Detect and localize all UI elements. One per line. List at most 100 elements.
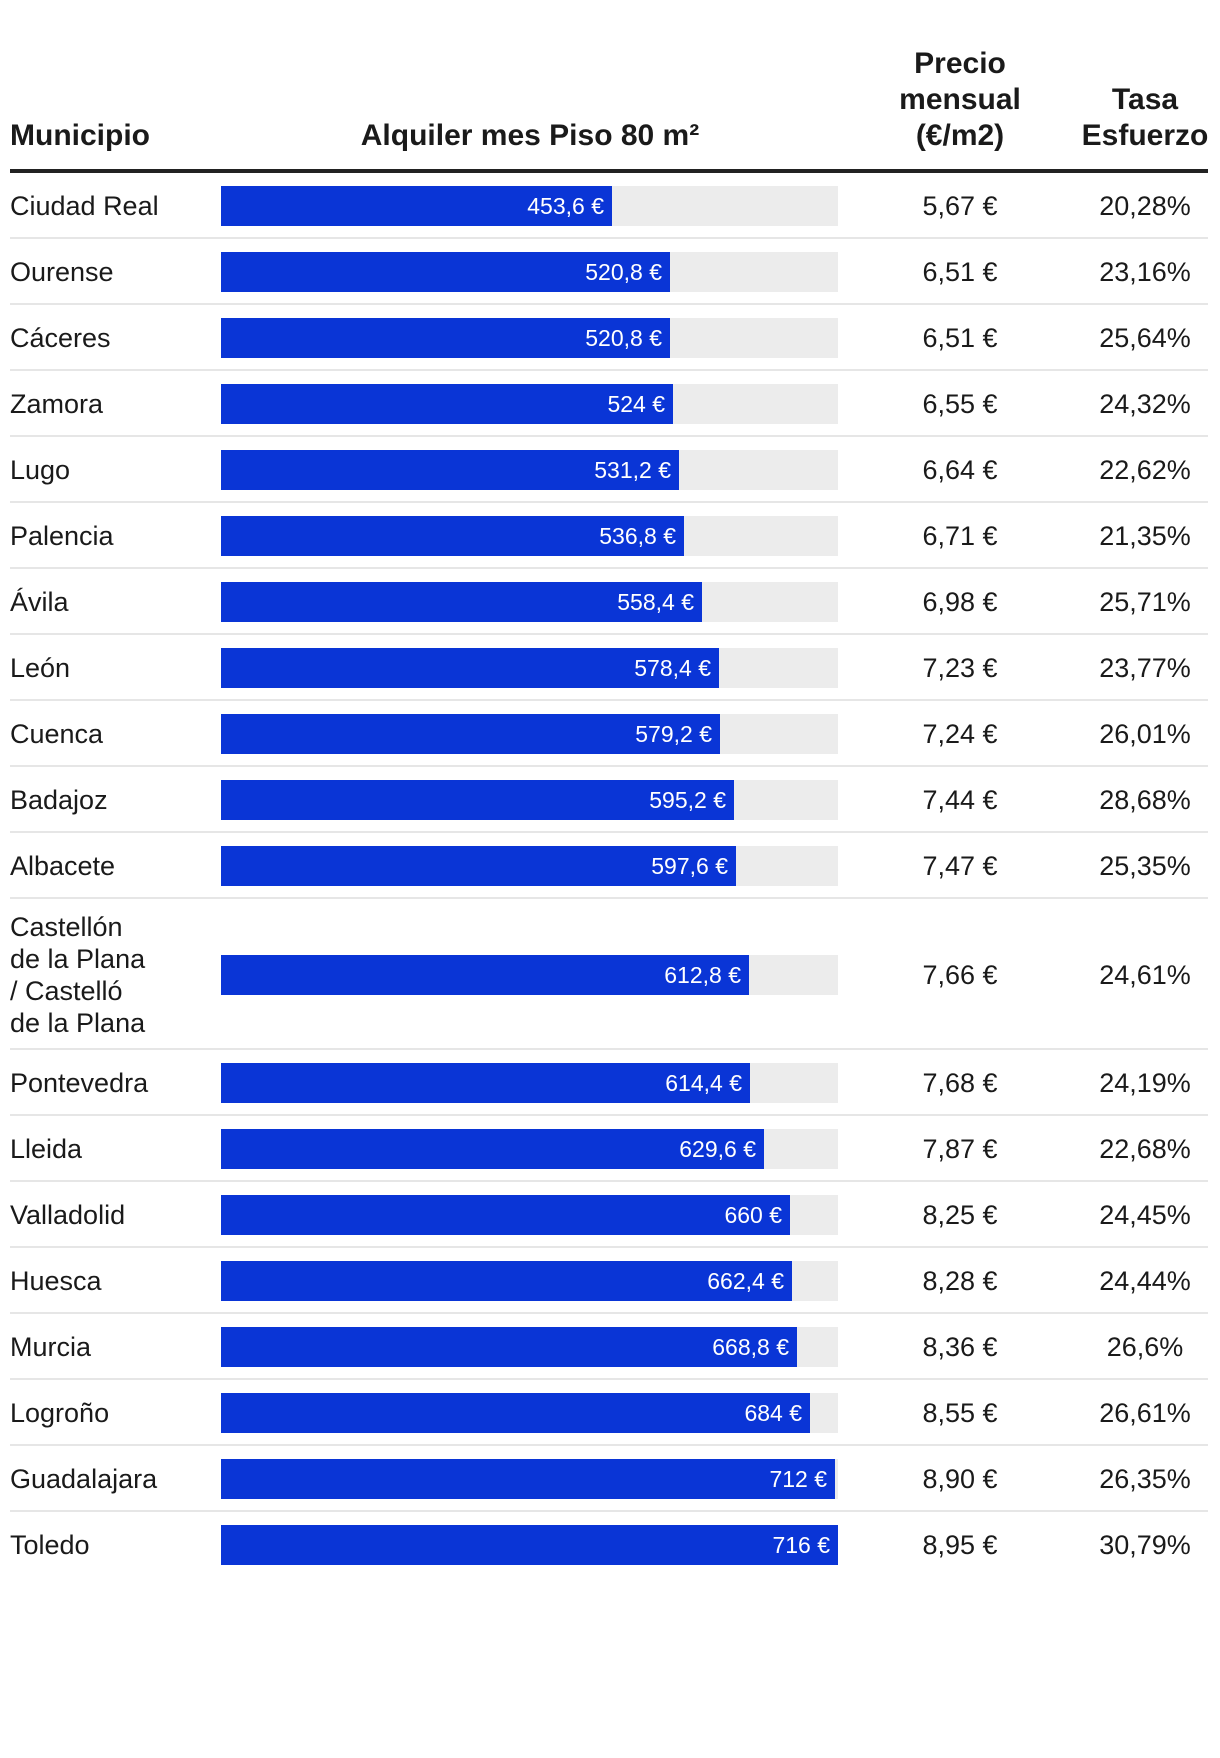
rent-bar: 536,8 €	[221, 516, 684, 556]
tasa-value: 21,35%	[1099, 521, 1191, 551]
bar-value-label: 578,4 €	[634, 655, 711, 681]
precio-value: 8,90 €	[922, 1464, 998, 1494]
row-divider	[10, 1114, 1208, 1116]
rent-bar: 612,8 €	[221, 954, 749, 995]
bar-track: 712 €	[221, 1459, 838, 1499]
precio-value: 6,51 €	[922, 323, 998, 353]
municipio-label: Lleida	[10, 1134, 83, 1164]
bar-value-label: 536,8 €	[599, 523, 676, 549]
row-divider	[10, 897, 1208, 899]
row-divider	[10, 567, 1208, 569]
table-row: Cuenca 579,2 € 7,24 € 26,01%	[10, 701, 1208, 767]
row-divider	[10, 501, 1208, 503]
rent-bar: 558,4 €	[221, 582, 702, 622]
tasa-value: 28,68%	[1099, 785, 1191, 815]
header-rule	[10, 169, 1208, 173]
rent-bar: 684 €	[221, 1393, 810, 1433]
rent-bar: 597,6 €	[221, 846, 736, 886]
table-row: Pontevedra 614,4 € 7,68 € 24,19%	[10, 1050, 1208, 1116]
bar-value-label: 668,8 €	[712, 1334, 789, 1360]
bar-value-label: 716 €	[772, 1532, 830, 1558]
table-row: Castellón de la Plana / Castelló de la P…	[10, 899, 1208, 1050]
bar-track: 520,8 €	[221, 252, 838, 292]
bar-track: 558,4 €	[221, 582, 838, 622]
row-divider	[10, 1180, 1208, 1182]
row-divider	[10, 1048, 1208, 1050]
bar-track: 578,4 €	[221, 648, 838, 688]
header-tasa: Tasa Esfuerzo	[1081, 83, 1209, 152]
bar-track: 453,6 €	[221, 186, 838, 226]
precio-value: 5,67 €	[922, 191, 998, 221]
rent-bar: 520,8 €	[221, 318, 670, 358]
precio-value: 6,71 €	[922, 521, 998, 551]
municipio-label: Valladolid	[10, 1200, 126, 1230]
bar-value-label: 684 €	[744, 1400, 802, 1426]
row-divider	[10, 633, 1208, 635]
bar-value-label: 662,4 €	[707, 1268, 784, 1294]
bar-track: 531,2 €	[221, 450, 838, 490]
tasa-value: 25,71%	[1099, 587, 1191, 617]
row-divider	[10, 765, 1208, 767]
bar-value-label: 524 €	[607, 391, 665, 417]
municipio-label: Logroño	[10, 1398, 110, 1428]
table-row: Zamora 524 € 6,55 € 24,32%	[10, 371, 1208, 437]
table-row: Cáceres 520,8 € 6,51 € 25,64%	[10, 305, 1208, 371]
bar-value-label: 712 €	[769, 1466, 827, 1492]
table-row: Logroño 684 € 8,55 € 26,61%	[10, 1380, 1208, 1446]
row-divider	[10, 1444, 1208, 1446]
rent-bar: 578,4 €	[221, 648, 719, 688]
row-divider	[10, 1378, 1208, 1380]
bar-track: 662,4 €	[221, 1261, 838, 1301]
row-divider	[10, 1312, 1208, 1314]
table-row: Lleida 629,6 € 7,87 € 22,68%	[10, 1116, 1208, 1182]
precio-value: 7,66 €	[922, 959, 998, 990]
bar-value-label: 579,2 €	[635, 721, 712, 747]
bar-track: 520,8 €	[221, 318, 838, 358]
tasa-value: 25,64%	[1099, 323, 1191, 353]
bar-track: 612,8 €	[221, 954, 838, 995]
row-divider	[10, 699, 1208, 701]
row-divider	[10, 237, 1208, 239]
header-alquiler: Alquiler mes Piso 80 m²	[360, 119, 700, 152]
tasa-value: 22,68%	[1099, 1134, 1191, 1164]
precio-value: 7,24 €	[922, 719, 998, 749]
tasa-value: 24,45%	[1099, 1200, 1191, 1230]
tasa-value: 26,35%	[1099, 1464, 1191, 1494]
bar-track: 668,8 €	[221, 1327, 838, 1367]
precio-value: 8,25 €	[922, 1200, 998, 1230]
table-row: Ourense 520,8 € 6,51 € 23,16%	[10, 239, 1208, 305]
precio-value: 8,55 €	[922, 1398, 998, 1428]
municipio-label: Cáceres	[10, 323, 111, 353]
precio-value: 7,68 €	[922, 1068, 998, 1098]
bar-value-label: 660 €	[724, 1202, 782, 1228]
table-row: Albacete 597,6 € 7,47 € 25,35%	[10, 833, 1208, 899]
bar-value-label: 597,6 €	[651, 853, 728, 879]
tasa-value: 24,44%	[1099, 1266, 1191, 1296]
precio-value: 8,28 €	[922, 1266, 998, 1296]
table-row: Badajoz 595,2 € 7,44 € 28,68%	[10, 767, 1208, 833]
tasa-value: 26,61%	[1099, 1398, 1191, 1428]
tasa-value: 24,19%	[1099, 1068, 1191, 1098]
rent-bar: 629,6 €	[221, 1129, 764, 1169]
row-divider	[10, 1246, 1208, 1248]
table-row: Guadalajara 712 € 8,90 € 26,35%	[10, 1446, 1208, 1512]
table-row: Lugo 531,2 € 6,64 € 22,62%	[10, 437, 1208, 503]
tasa-value: 25,35%	[1099, 851, 1191, 881]
municipio-label: Ávila	[10, 587, 69, 617]
bar-track: 684 €	[221, 1393, 838, 1433]
municipio-label: Huesca	[10, 1266, 102, 1296]
bar-track: 629,6 €	[221, 1129, 838, 1169]
bar-value-label: 614,4 €	[665, 1070, 742, 1096]
municipio-label: Lugo	[10, 455, 71, 485]
precio-value: 6,98 €	[922, 587, 998, 617]
municipio-label: Palencia	[10, 521, 114, 551]
tasa-value: 23,77%	[1099, 653, 1191, 683]
municipio-label: Murcia	[10, 1332, 92, 1362]
precio-value: 8,36 €	[922, 1332, 998, 1362]
tasa-value: 24,32%	[1099, 389, 1191, 419]
tasa-value: 24,61%	[1099, 959, 1191, 990]
municipio-label: Castellón de la Plana / Castelló de la P…	[10, 911, 146, 1038]
tasa-value: 22,62%	[1099, 455, 1191, 485]
rent-bar: 712 €	[221, 1459, 835, 1499]
